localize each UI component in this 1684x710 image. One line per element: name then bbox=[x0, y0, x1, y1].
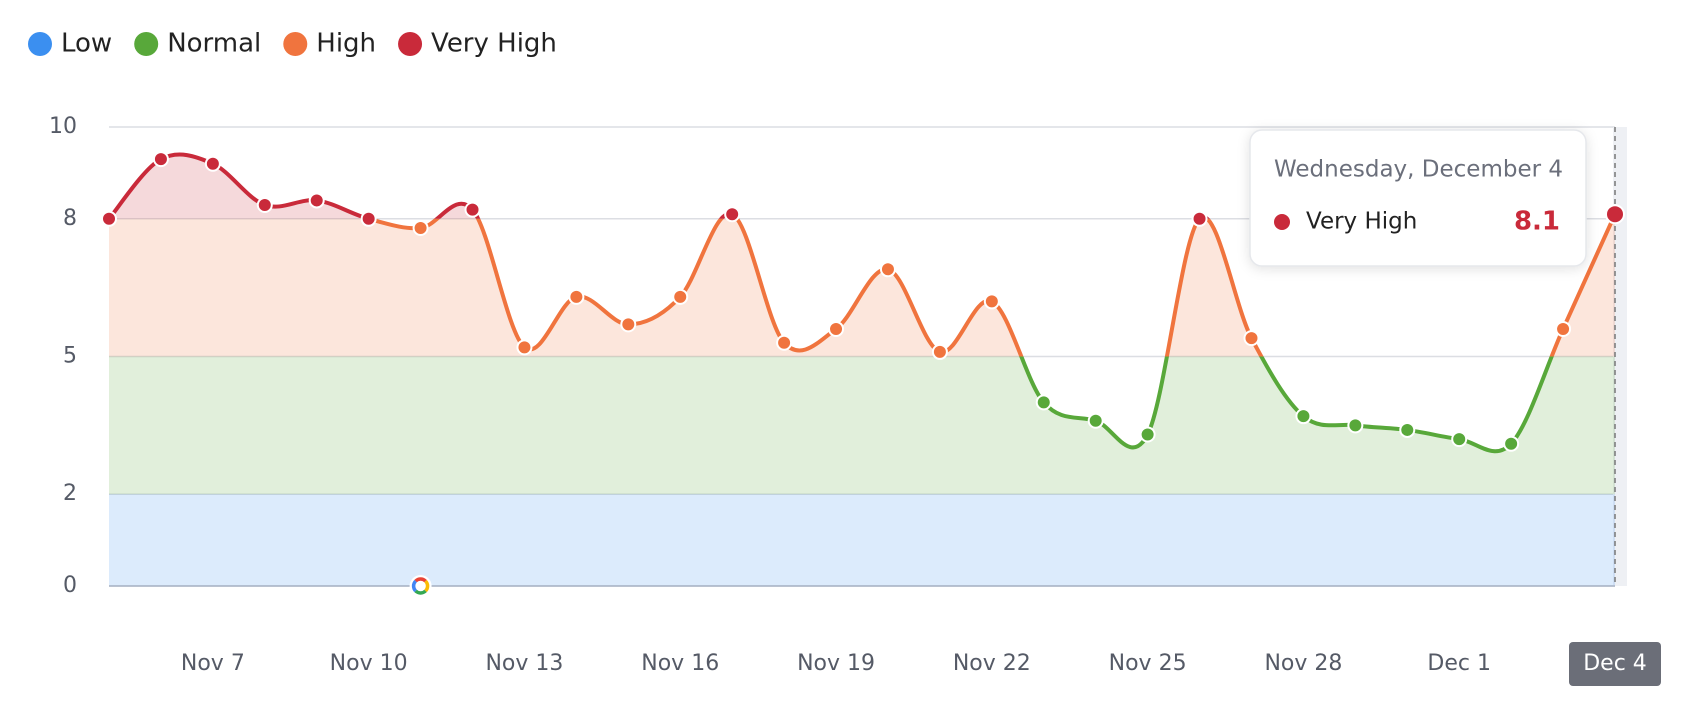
data-point bbox=[724, 206, 741, 223]
data-point bbox=[412, 219, 429, 236]
y-tick-label: 8 bbox=[63, 206, 77, 231]
y-tick-label: 10 bbox=[49, 114, 77, 139]
google-icon-arc bbox=[414, 577, 427, 583]
legend-label: Normal bbox=[167, 29, 261, 59]
data-point bbox=[983, 293, 1000, 310]
legend-label: Low bbox=[61, 29, 112, 59]
data-point bbox=[1243, 330, 1260, 347]
band-area bbox=[109, 356, 1615, 495]
data-point bbox=[1035, 394, 1052, 411]
tooltip-series: Very High bbox=[1306, 209, 1417, 235]
x-tick-label: Nov 28 bbox=[1264, 651, 1342, 676]
legend-marker bbox=[28, 32, 52, 56]
band-area bbox=[109, 218, 1615, 357]
x-tick-label: Nov 25 bbox=[1109, 651, 1187, 676]
data-point bbox=[1191, 210, 1208, 227]
legend-marker bbox=[283, 32, 308, 56]
data-point bbox=[360, 210, 377, 227]
x-tick-label: Nov 22 bbox=[953, 651, 1031, 676]
data-point bbox=[620, 316, 637, 333]
data-point bbox=[152, 151, 169, 168]
google-icon-arc bbox=[424, 579, 430, 593]
tooltip-marker bbox=[1274, 214, 1290, 230]
google-icon-arc bbox=[411, 579, 418, 593]
band-area bbox=[109, 154, 1615, 219]
data-point bbox=[1139, 426, 1156, 443]
y-tick-label: 5 bbox=[63, 344, 77, 369]
google-icon-arc bbox=[414, 589, 427, 595]
legend-marker bbox=[134, 32, 159, 56]
data-point bbox=[1605, 204, 1625, 225]
data-point bbox=[1555, 320, 1572, 337]
band-area bbox=[109, 494, 1615, 586]
data-point bbox=[931, 343, 948, 360]
data-point bbox=[516, 339, 533, 356]
data-point bbox=[1451, 431, 1468, 448]
data-point bbox=[464, 201, 481, 218]
data-point bbox=[1295, 408, 1312, 425]
legend-marker bbox=[398, 32, 423, 56]
data-point bbox=[204, 155, 221, 172]
data-point bbox=[1503, 435, 1520, 452]
data-point bbox=[1087, 412, 1104, 429]
legend-label: High bbox=[316, 29, 376, 59]
data-point bbox=[672, 288, 689, 305]
tooltip-title: Wednesday, December 4 bbox=[1274, 157, 1563, 183]
data-point bbox=[828, 320, 845, 337]
x-tick-label: Nov 7 bbox=[181, 651, 245, 676]
x-tick-label: Dec 1 bbox=[1427, 651, 1491, 676]
data-point bbox=[101, 210, 117, 227]
y-tick-label: 2 bbox=[63, 481, 77, 506]
x-tick-label: Nov 16 bbox=[641, 651, 719, 676]
x-tick-label: Dec 4 bbox=[1583, 651, 1647, 676]
tooltip bbox=[1249, 129, 1587, 267]
hover-band bbox=[1613, 127, 1627, 586]
data-point bbox=[1347, 417, 1364, 434]
y-tick-label: 0 bbox=[63, 573, 77, 598]
data-point bbox=[308, 192, 325, 209]
legend-label: Very High bbox=[431, 29, 557, 59]
x-tick-label: Nov 19 bbox=[797, 651, 875, 676]
data-point bbox=[256, 197, 273, 214]
data-point bbox=[879, 261, 896, 278]
x-tick-label: Nov 10 bbox=[330, 651, 408, 676]
data-point bbox=[776, 334, 793, 351]
data-point bbox=[1399, 421, 1416, 438]
tooltip-value: 8.1 bbox=[1514, 207, 1560, 237]
x-tick-label: Nov 13 bbox=[485, 651, 563, 676]
data-point bbox=[568, 288, 585, 305]
x-label-highlight bbox=[1569, 642, 1661, 686]
